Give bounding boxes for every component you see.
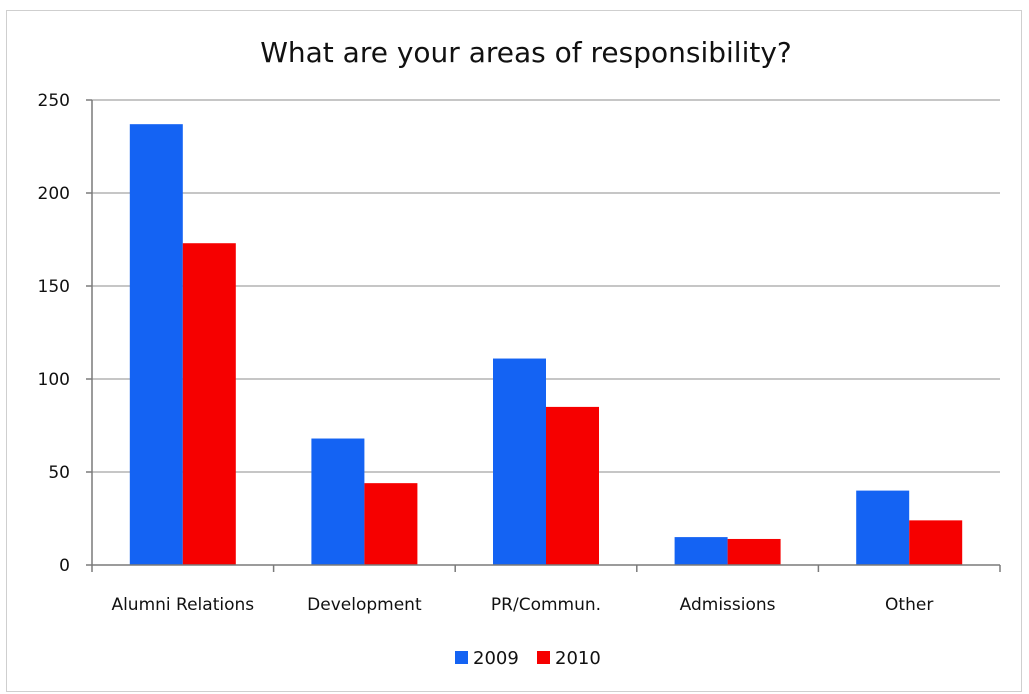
- legend-swatch-2009: [455, 651, 468, 664]
- bar-2009: [674, 537, 728, 565]
- bar-2010: [182, 243, 236, 565]
- bar-2009: [129, 124, 183, 566]
- y-tick-label: 0: [59, 556, 70, 576]
- bar-2010: [909, 520, 963, 565]
- y-tick-label: 50: [48, 463, 70, 483]
- chart-title: What are your areas of responsibility?: [260, 36, 792, 69]
- bar-2009: [856, 490, 910, 565]
- bar-2010: [364, 483, 418, 565]
- legend-label: 2010: [555, 648, 601, 669]
- y-tick-label: 250: [38, 91, 70, 111]
- y-tick-label: 200: [38, 184, 70, 204]
- bar-2009: [311, 438, 365, 565]
- bar-2010: [546, 406, 599, 565]
- x-category-label: Admissions: [680, 595, 776, 615]
- bar-2010: [727, 538, 781, 565]
- legend-swatch-2010: [537, 651, 550, 664]
- bar-2009: [493, 358, 546, 565]
- x-category-label: PR/Commun.: [491, 595, 601, 615]
- y-tick-label: 100: [38, 370, 70, 390]
- bars: [129, 124, 963, 566]
- y-tick-label: 150: [38, 277, 70, 297]
- legend-label: 2009: [473, 648, 519, 669]
- x-category-label: Development: [307, 595, 422, 615]
- axis-labels: 0 50 100 150 200 250 Alumni Relations Developme…: [38, 91, 934, 615]
- legend: 2009 2010: [455, 648, 601, 669]
- x-category-label: Other: [885, 595, 933, 615]
- x-category-label: Alumni Relations: [111, 595, 254, 615]
- axes: [86, 99, 1001, 572]
